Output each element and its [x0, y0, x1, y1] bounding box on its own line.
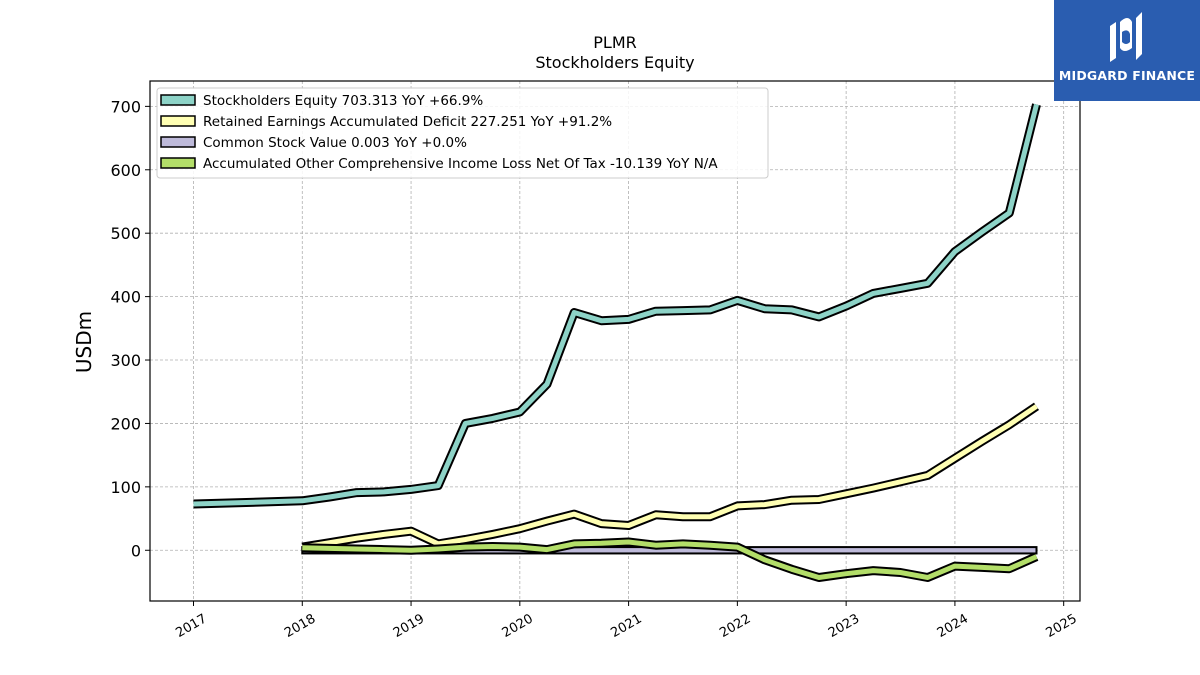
- midgard-logo-icon: [1110, 12, 1142, 62]
- legend: Stockholders Equity 703.313 YoY +66.9% Re…: [156, 87, 769, 179]
- plot-frame: [149, 80, 1081, 602]
- chart-subtitle: Stockholders Equity: [535, 53, 694, 72]
- brand-logo: MIDGARD FINANCE: [1054, 0, 1200, 101]
- x-tick-label: 2017: [173, 611, 209, 641]
- y-tick-label: 700: [110, 97, 141, 116]
- x-axis: 2017 2018 2019 2020 2021 2022 2023 2024 2025: [173, 601, 1080, 641]
- chart-title: PLMR: [593, 33, 636, 52]
- legend-box: [156, 87, 769, 179]
- legend-swatch: [160, 136, 196, 148]
- legend-swatch: [160, 94, 196, 106]
- y-tick-label: 500: [110, 224, 141, 243]
- series-line: [302, 539, 1038, 580]
- legend-label: Retained Earnings Accumulated Deficit 22…: [203, 114, 612, 130]
- x-tick-label: 2019: [391, 611, 427, 641]
- series-line: [301, 404, 1038, 550]
- x-tick-label: 2018: [282, 611, 318, 641]
- x-tick-label: 2025: [1044, 611, 1080, 641]
- x-tick-label: 2023: [826, 611, 862, 641]
- y-axis: 0 100 200 300 400 500 600 700: [110, 97, 150, 560]
- x-tick-label: 2022: [717, 611, 753, 641]
- legend-label: Common Stock Value 0.003 YoY +0.0%: [203, 135, 467, 151]
- y-tick-label: 0: [131, 541, 141, 560]
- legend-label: Accumulated Other Comprehensive Income L…: [203, 156, 718, 172]
- x-tick-label: 2020: [500, 611, 536, 641]
- y-axis-label: USDm: [72, 311, 96, 373]
- legend-label: Stockholders Equity 703.313 YoY +66.9%: [203, 93, 483, 109]
- y-tick-label: 400: [110, 288, 141, 307]
- y-tick-label: 100: [110, 478, 141, 497]
- legend-swatch: [160, 157, 196, 169]
- y-tick-label: 300: [110, 351, 141, 370]
- x-tick-label: 2021: [608, 611, 644, 641]
- brand-name: MIDGARD FINANCE: [1058, 68, 1196, 83]
- y-tick-label: 600: [110, 161, 141, 180]
- x-tick-label: 2024: [935, 611, 971, 641]
- y-tick-label: 200: [110, 414, 141, 433]
- legend-swatch: [160, 115, 196, 127]
- series-layer: [193, 103, 1041, 582]
- series-line: [193, 103, 1039, 507]
